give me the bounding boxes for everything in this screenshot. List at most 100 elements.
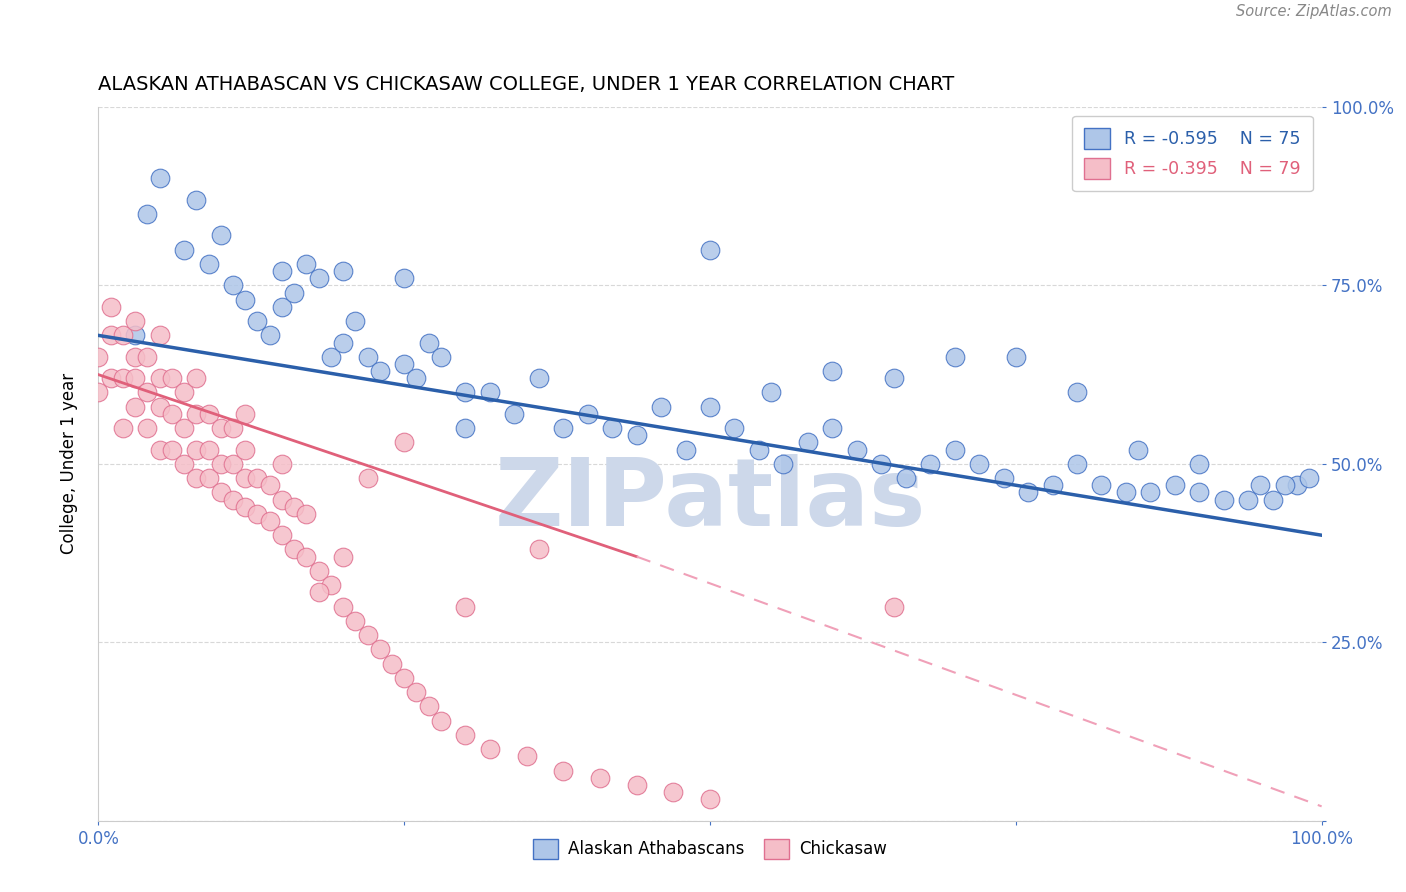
Point: [967, 457, 990, 471]
Point: [515, 749, 537, 764]
Point: [454, 599, 477, 614]
Point: [209, 457, 232, 471]
Point: [1090, 478, 1112, 492]
Point: [197, 257, 219, 271]
Point: [270, 300, 294, 314]
Point: [761, 385, 783, 400]
Point: [222, 492, 245, 507]
Point: [626, 778, 648, 792]
Point: [173, 243, 195, 257]
Point: [124, 314, 146, 328]
Point: [173, 421, 195, 435]
Point: [186, 442, 208, 457]
Point: [553, 421, 575, 435]
Point: [430, 350, 453, 364]
Point: [124, 371, 146, 385]
Point: [270, 264, 294, 278]
Point: [1274, 478, 1296, 492]
Point: [821, 364, 844, 378]
Point: [418, 335, 440, 350]
Point: [381, 657, 404, 671]
Point: [136, 207, 159, 221]
Point: [503, 407, 526, 421]
Point: [197, 442, 219, 457]
Point: [173, 457, 195, 471]
Point: [295, 257, 318, 271]
Point: [136, 385, 159, 400]
Point: [149, 171, 172, 186]
Point: [111, 328, 134, 343]
Point: [368, 642, 391, 657]
Point: [356, 471, 378, 485]
Point: [209, 485, 232, 500]
Point: [160, 442, 183, 457]
Point: [332, 335, 354, 350]
Point: [332, 264, 354, 278]
Point: [699, 792, 721, 806]
Point: [553, 764, 575, 778]
Point: [478, 385, 501, 400]
Point: [430, 714, 453, 728]
Point: [160, 371, 183, 385]
Point: [344, 614, 367, 628]
Point: [772, 457, 794, 471]
Point: [233, 407, 256, 421]
Point: [454, 421, 477, 435]
Point: [576, 407, 599, 421]
Point: [222, 457, 245, 471]
Point: [1066, 457, 1088, 471]
Point: [100, 300, 122, 314]
Point: [186, 407, 208, 421]
Point: [600, 421, 623, 435]
Point: [136, 350, 159, 364]
Point: [1115, 485, 1137, 500]
Point: [308, 271, 330, 285]
Point: [1017, 485, 1039, 500]
Point: [270, 528, 294, 542]
Point: [662, 785, 685, 799]
Point: [283, 285, 305, 300]
Point: [1212, 492, 1234, 507]
Point: [270, 457, 294, 471]
Point: [748, 442, 770, 457]
Point: [723, 421, 745, 435]
Point: [675, 442, 697, 457]
Point: [186, 371, 208, 385]
Point: [308, 585, 330, 599]
Point: [233, 471, 256, 485]
Point: [197, 471, 219, 485]
Point: [1286, 478, 1309, 492]
Point: [295, 549, 318, 564]
Point: [319, 578, 342, 592]
Point: [283, 500, 305, 514]
Point: [699, 243, 721, 257]
Point: [319, 350, 342, 364]
Point: [478, 742, 501, 756]
Point: [100, 371, 122, 385]
Text: Source: ZipAtlas.com: Source: ZipAtlas.com: [1236, 4, 1392, 20]
Point: [111, 371, 134, 385]
Point: [87, 350, 110, 364]
Point: [392, 435, 416, 450]
Point: [392, 671, 416, 685]
Point: [259, 328, 281, 343]
Point: [149, 442, 172, 457]
Point: [270, 492, 294, 507]
Point: [87, 385, 110, 400]
Point: [124, 400, 146, 414]
Point: [650, 400, 672, 414]
Point: [845, 442, 868, 457]
Text: ALASKAN ATHABASCAN VS CHICKASAW COLLEGE, UNDER 1 YEAR CORRELATION CHART: ALASKAN ATHABASCAN VS CHICKASAW COLLEGE,…: [98, 75, 955, 95]
Point: [454, 385, 477, 400]
Point: [883, 371, 905, 385]
Point: [392, 271, 416, 285]
Point: [454, 728, 477, 742]
Point: [699, 400, 721, 414]
Point: [222, 421, 245, 435]
Point: [920, 457, 942, 471]
Point: [124, 350, 146, 364]
Legend: Alaskan Athabascans, Chickasaw: Alaskan Athabascans, Chickasaw: [526, 832, 894, 866]
Point: [821, 421, 844, 435]
Point: [392, 357, 416, 371]
Point: [149, 328, 172, 343]
